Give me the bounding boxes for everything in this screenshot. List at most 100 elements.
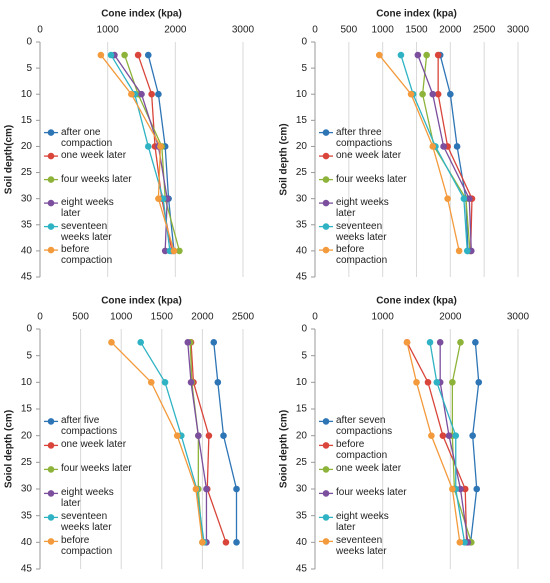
y-tick-label: 10 bbox=[296, 89, 308, 100]
legend-marker bbox=[322, 442, 330, 449]
legend-marker bbox=[322, 223, 330, 230]
legend-label: eight weeks later bbox=[61, 197, 114, 220]
y-tick-label: 35 bbox=[21, 219, 33, 230]
point bbox=[173, 432, 181, 439]
legend-label: before compaction bbox=[61, 535, 113, 558]
legend-item: eight weeks later bbox=[61, 487, 114, 510]
point bbox=[159, 195, 167, 202]
legend-item: one week later bbox=[61, 439, 126, 450]
point bbox=[434, 90, 442, 98]
point bbox=[203, 485, 210, 493]
x-tick-label: 2000 bbox=[164, 25, 187, 36]
point bbox=[426, 339, 434, 346]
point bbox=[170, 247, 178, 255]
y-tick-label: 15 bbox=[296, 115, 308, 126]
point bbox=[449, 379, 456, 386]
y-tick-label: 15 bbox=[21, 115, 33, 126]
legend-item: seventeen weeks later bbox=[61, 221, 112, 243]
y-tick-label: 30 bbox=[296, 193, 308, 204]
y-tick-label: 15 bbox=[296, 404, 308, 415]
legend-label: eight weeks later bbox=[336, 197, 389, 220]
legend-marker bbox=[322, 199, 330, 207]
legend-item: after five compactions bbox=[61, 415, 117, 437]
series-line bbox=[189, 342, 204, 543]
legend-item: seventeen weeks later bbox=[61, 511, 112, 533]
point bbox=[161, 247, 169, 255]
point bbox=[469, 432, 476, 439]
legend-item: after three compactions bbox=[336, 127, 392, 149]
legend-marker bbox=[322, 129, 330, 136]
point bbox=[453, 143, 461, 150]
point bbox=[465, 195, 473, 202]
x-tick-label: 3000 bbox=[232, 25, 255, 36]
series-line bbox=[417, 54, 472, 251]
chart-panel: Cone index (kpa) 0 1000 2000 3000 0 5 10 15 20 25 3… bbox=[279, 296, 530, 575]
series-line bbox=[147, 54, 175, 251]
point bbox=[134, 51, 142, 59]
point bbox=[444, 195, 451, 202]
legend-marker bbox=[322, 176, 330, 183]
point bbox=[147, 379, 155, 386]
legend-item: one week later bbox=[61, 150, 127, 162]
y-tick-label: 40 bbox=[21, 537, 33, 548]
legend-item: after one compaction bbox=[61, 127, 112, 149]
y-tick-label: 0 bbox=[26, 324, 32, 335]
legend-label: eight weeks later bbox=[61, 487, 114, 510]
point bbox=[423, 51, 430, 59]
y-tick-label: 35 bbox=[296, 219, 308, 230]
x-tick-label: 1500 bbox=[151, 312, 174, 323]
x-axis-title: Cone index (kpa) bbox=[376, 9, 457, 20]
y-axis-title: Soiol depth (cm) bbox=[4, 410, 15, 488]
legend-marker bbox=[47, 223, 55, 230]
legend-label: one week later bbox=[336, 463, 402, 475]
y-tick-label: 45 bbox=[296, 564, 308, 575]
legend-marker bbox=[47, 199, 55, 207]
point bbox=[475, 379, 483, 386]
legend-label: four weeks later bbox=[61, 463, 132, 475]
point bbox=[456, 539, 464, 546]
point bbox=[220, 432, 227, 439]
x-tick-label: 0 bbox=[37, 25, 43, 36]
point bbox=[407, 90, 415, 98]
y-tick-label: 20 bbox=[296, 430, 308, 441]
legend-label: one week later bbox=[61, 150, 127, 162]
legend-item: four weeks later bbox=[336, 487, 407, 498]
point bbox=[397, 51, 405, 59]
point bbox=[107, 51, 115, 59]
x-tick-label: 2000 bbox=[439, 312, 462, 323]
point bbox=[429, 90, 437, 98]
point bbox=[452, 432, 460, 439]
legend-marker bbox=[322, 490, 330, 497]
point bbox=[457, 485, 464, 493]
y-tick-label: 5 bbox=[301, 350, 307, 361]
point bbox=[375, 51, 383, 59]
y-tick-label: 5 bbox=[26, 350, 32, 361]
x-tick-label: 0 bbox=[37, 312, 43, 323]
y-tick-label: 20 bbox=[296, 141, 308, 152]
point bbox=[440, 143, 447, 150]
legend-marker bbox=[47, 490, 55, 497]
point bbox=[138, 90, 145, 98]
x-tick-label: 2000 bbox=[191, 312, 214, 323]
legend-marker bbox=[322, 418, 330, 425]
point bbox=[429, 143, 437, 150]
legend-item: before compaction bbox=[61, 244, 112, 266]
y-axis-title: Soil depth (cm) bbox=[279, 123, 290, 195]
legend-label: before compaction bbox=[336, 439, 388, 462]
legend-marker bbox=[322, 538, 330, 545]
point bbox=[473, 485, 481, 493]
legend-label: seventeen weeks later bbox=[336, 220, 387, 243]
legend-item: four weeks later bbox=[61, 463, 132, 475]
point bbox=[455, 247, 463, 255]
y-tick-label: 35 bbox=[296, 510, 308, 521]
point bbox=[148, 90, 155, 98]
legend-item: one week later bbox=[336, 150, 401, 161]
x-tick-label: 1500 bbox=[405, 25, 428, 36]
legend-marker bbox=[47, 246, 55, 254]
y-tick-label: 35 bbox=[21, 510, 33, 521]
legend-label: after seven compactions bbox=[336, 415, 393, 438]
point bbox=[155, 90, 162, 98]
y-tick-label: 0 bbox=[26, 37, 32, 48]
x-axis-title: Cone index (kpa) bbox=[376, 296, 457, 307]
